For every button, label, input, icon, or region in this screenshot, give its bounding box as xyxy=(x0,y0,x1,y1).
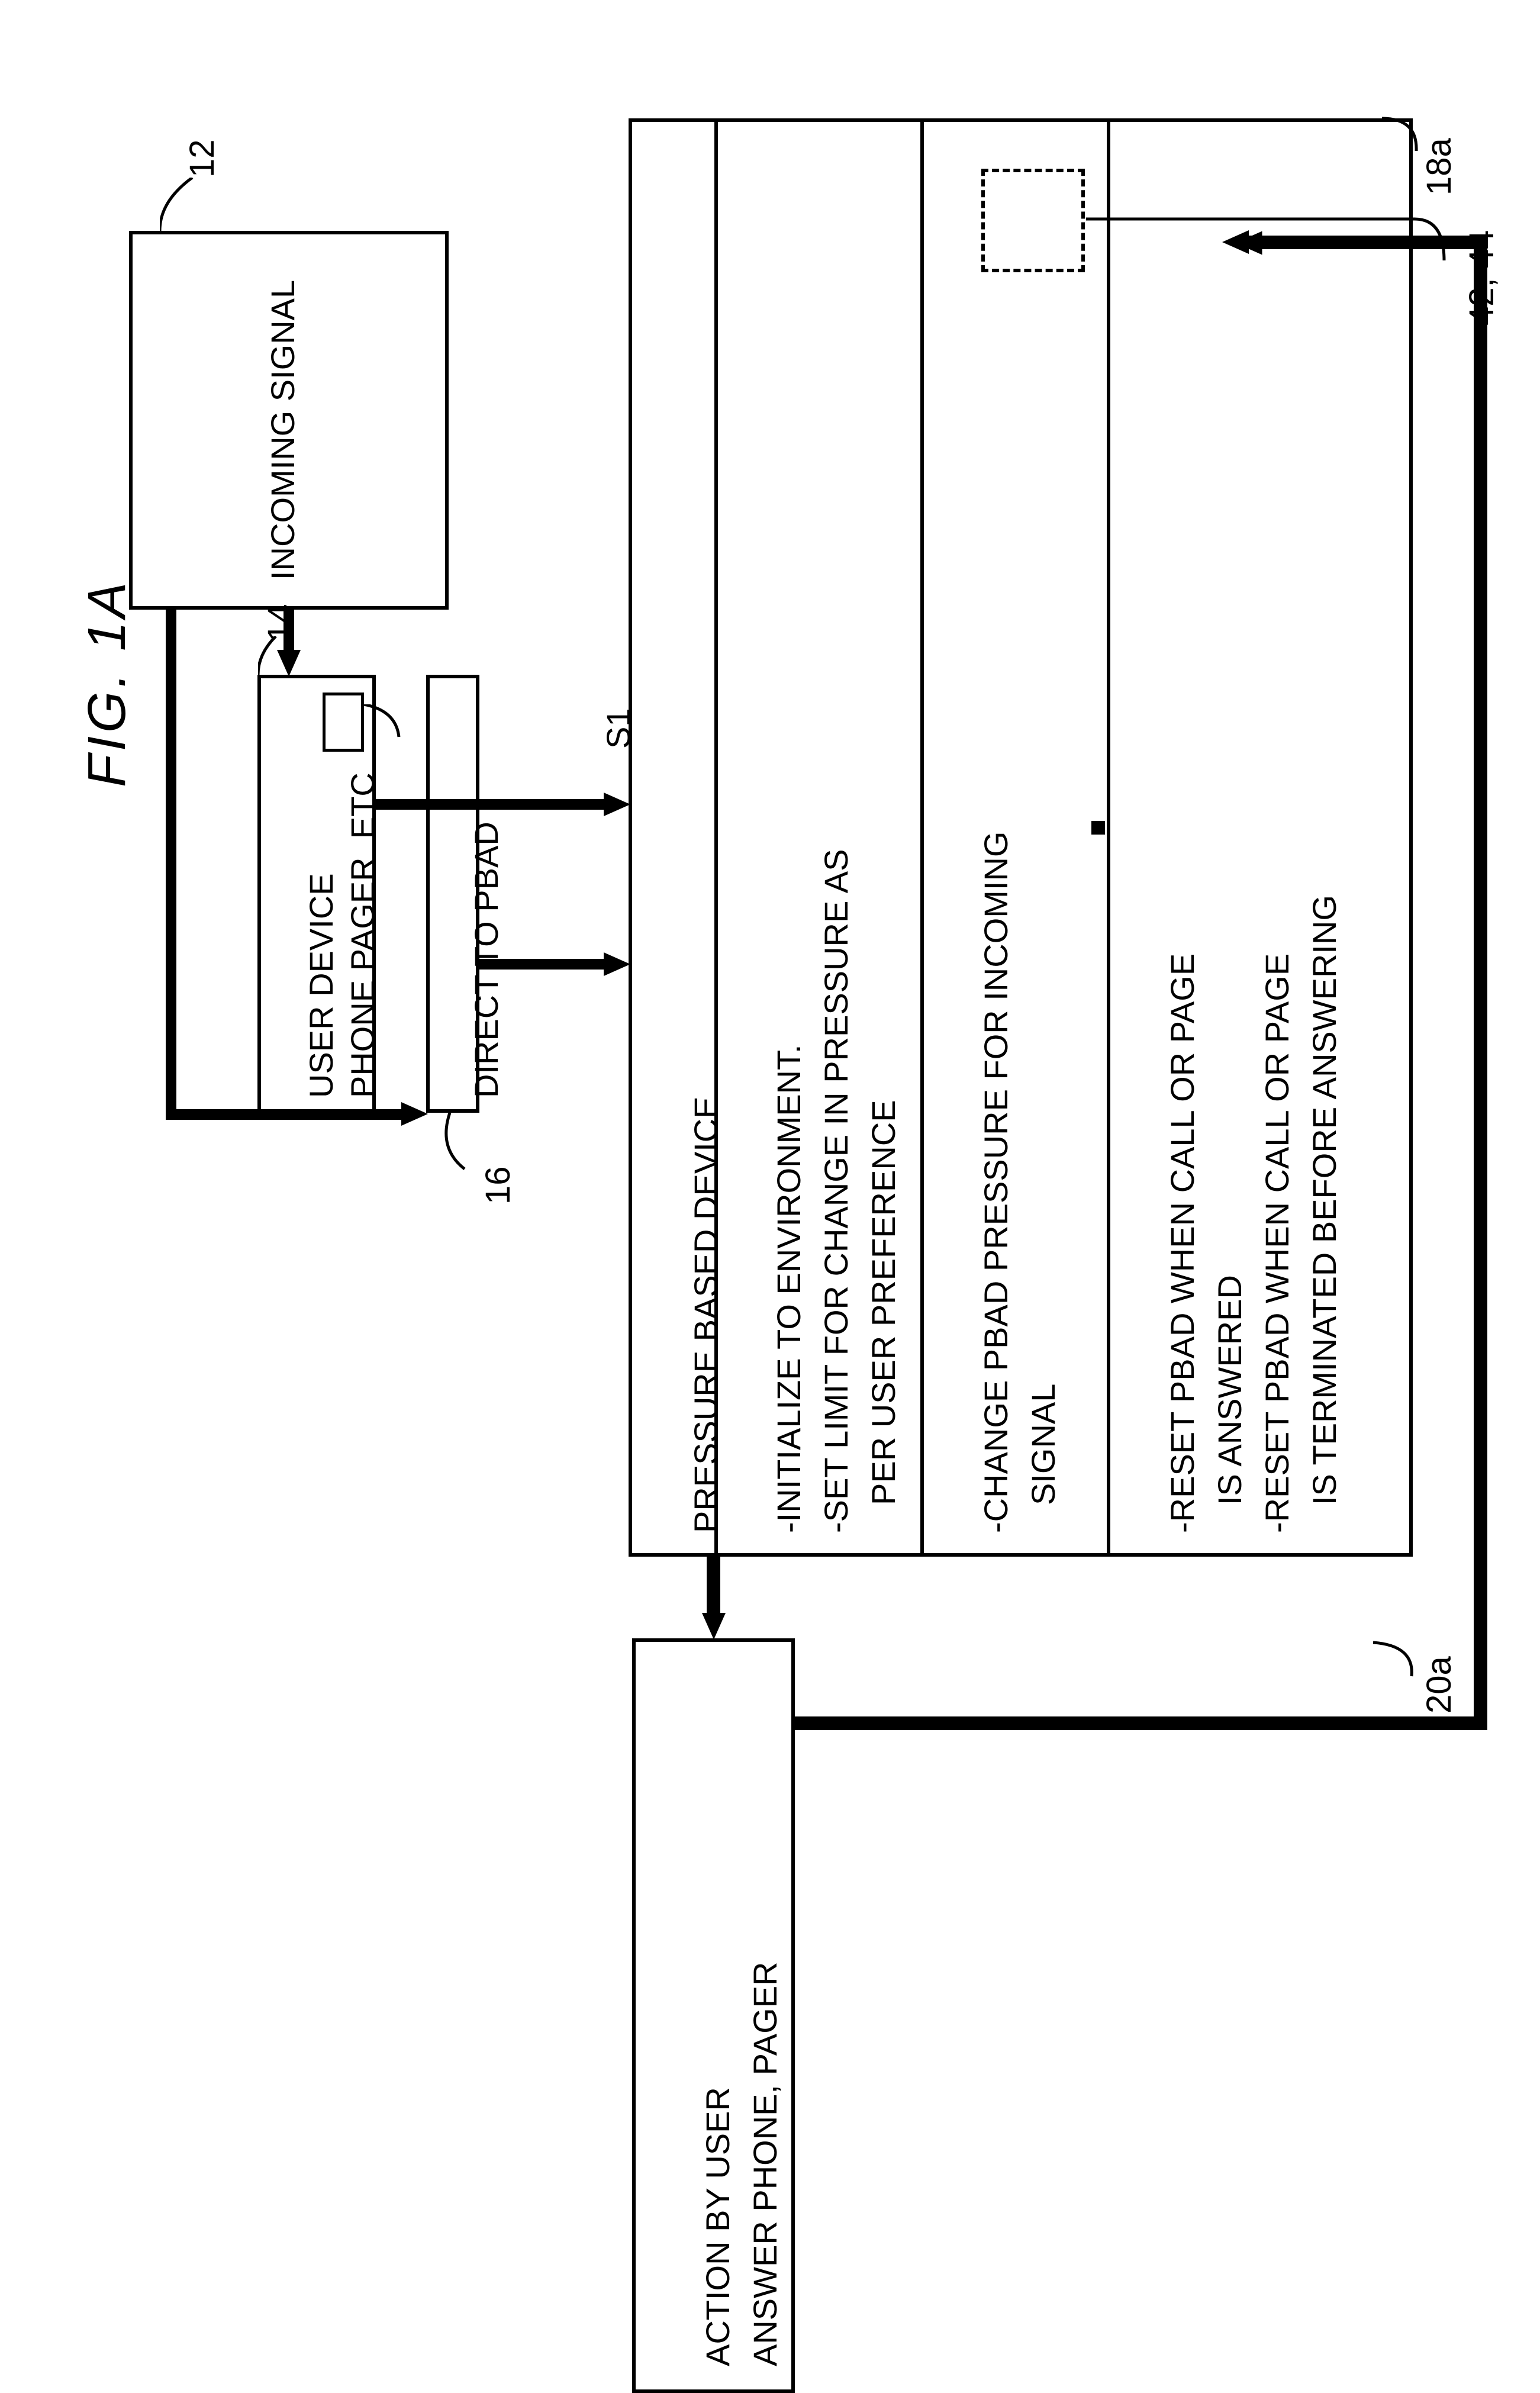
user-device-label-1: USER DEVICE xyxy=(302,873,340,1098)
leader-15 xyxy=(363,704,405,752)
pbad-divider-3 xyxy=(1107,118,1110,1557)
user-device-label-2: PHONE PAGER ETC xyxy=(343,772,382,1098)
dashed-ref-box xyxy=(981,169,1085,272)
pbad-s3-line4: IS TERMINATED BEFORE ANSWERING xyxy=(1305,895,1344,1505)
pbad-s2-line1: -CHANGE PBAD PRESSURE FOR INCOMING xyxy=(977,832,1015,1533)
pbad-s3-line2: IS ANSWERED xyxy=(1210,1275,1249,1505)
leader-18a xyxy=(1382,107,1423,160)
leader-16 xyxy=(438,1113,485,1172)
incoming-signal-label: INCOMING SIGNAL xyxy=(263,280,302,580)
arrow-head-16-to-pbad xyxy=(604,952,630,976)
pbad-title: PRESSURE BASED DEVICE xyxy=(687,1096,725,1533)
arrow-head-pbad-to-action xyxy=(702,1613,726,1640)
pbad-s2-line2: SIGNAL xyxy=(1024,1384,1062,1505)
pbad-s3-line1: -RESET PBAD WHEN CALL OR PAGE xyxy=(1163,954,1201,1533)
pbad-divider-2 xyxy=(920,118,924,1557)
feedback-h1 xyxy=(795,1716,1486,1730)
figure-title: FIG. 1A xyxy=(77,579,138,787)
feedback-v xyxy=(1474,236,1487,1730)
leader-20a xyxy=(1373,1634,1420,1681)
pbad-s1-line2: -SET LIMIT FOR CHANGE IN PRESSURE AS xyxy=(817,849,855,1534)
arrow-12-to-16-v xyxy=(166,1109,402,1120)
pbad-divider-1 xyxy=(714,118,718,1557)
ref-18a: 18a xyxy=(1419,138,1459,195)
pbad-s1-line3: PER USER PREFERENCE xyxy=(864,1100,903,1505)
arrow-head-12-to-16 xyxy=(401,1102,428,1126)
action-label-2: ANSWER PHONE, PAGER xyxy=(746,1962,784,2366)
arrow-head-12-to-14 xyxy=(277,650,301,677)
signal-s1: S1 xyxy=(599,708,637,749)
arrow-pbad-to-action xyxy=(707,1557,720,1619)
arrow-head-feedback-left xyxy=(1222,230,1249,254)
arrow-16-to-pbad xyxy=(479,959,613,970)
user-device-inner-box xyxy=(323,693,364,752)
arrow-14-to-pbad xyxy=(376,799,613,810)
pbad-s3-line3: -RESET PBAD WHEN CALL OR PAGE xyxy=(1258,954,1296,1533)
arrow-12-to-16-h xyxy=(166,610,176,1120)
pbad-s1-line1: -INITIALIZE TO ENVIRONMENT. xyxy=(769,1044,808,1533)
feedback-h2 xyxy=(1249,236,1486,249)
arrow-head-14-to-pbad xyxy=(604,793,630,816)
action-label-1: ACTION BY USER xyxy=(698,2087,737,2366)
ref-16: 16 xyxy=(478,1166,518,1204)
ref-12: 12 xyxy=(182,139,222,178)
arrow-s2-to-s3 xyxy=(1091,821,1105,835)
leader-12 xyxy=(160,178,219,237)
ref-20a: 20a xyxy=(1419,1656,1459,1714)
